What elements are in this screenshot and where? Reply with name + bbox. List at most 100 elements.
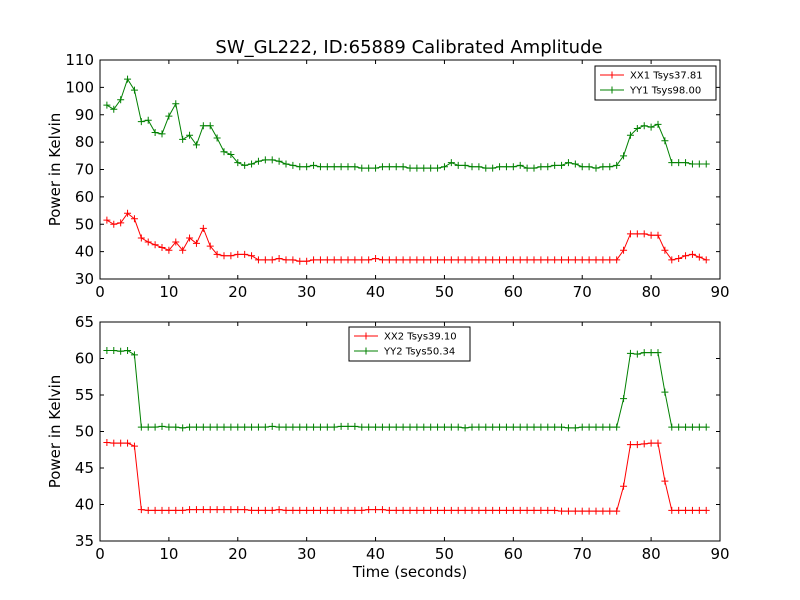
data-point bbox=[213, 506, 221, 514]
data-point bbox=[234, 423, 242, 431]
data-point bbox=[688, 506, 696, 514]
data-point bbox=[261, 156, 269, 164]
x-tick-label: 80 bbox=[642, 545, 661, 563]
data-point bbox=[330, 256, 338, 264]
data-point bbox=[668, 159, 676, 167]
data-point bbox=[137, 506, 145, 514]
y-tick-label: 65 bbox=[75, 313, 94, 331]
series-line bbox=[106, 349, 707, 429]
data-point bbox=[158, 130, 166, 138]
data-point bbox=[530, 256, 538, 264]
data-point bbox=[647, 349, 655, 357]
data-point bbox=[378, 163, 386, 171]
data-point bbox=[661, 246, 669, 254]
legend-marker bbox=[362, 347, 370, 355]
data-point bbox=[454, 506, 462, 514]
data-point bbox=[613, 423, 621, 431]
data-point bbox=[372, 254, 380, 262]
data-point bbox=[248, 252, 256, 260]
data-point bbox=[399, 256, 407, 264]
x-axis-label: Time (seconds) bbox=[352, 563, 468, 581]
data-point bbox=[310, 161, 318, 169]
data-point bbox=[337, 422, 345, 430]
data-point bbox=[447, 159, 455, 167]
y-tick-label: 60 bbox=[75, 188, 94, 206]
data-point bbox=[234, 250, 242, 258]
x-tick-label: 10 bbox=[159, 545, 178, 563]
data-point bbox=[702, 423, 710, 431]
data-point bbox=[261, 423, 269, 431]
data-point bbox=[385, 163, 393, 171]
data-point bbox=[130, 215, 138, 223]
data-point bbox=[227, 252, 235, 260]
data-point bbox=[192, 423, 200, 431]
data-point bbox=[447, 256, 455, 264]
data-point bbox=[275, 254, 283, 262]
data-point bbox=[179, 506, 187, 514]
data-point bbox=[282, 256, 290, 264]
data-point bbox=[427, 256, 435, 264]
data-point bbox=[241, 250, 249, 258]
data-point bbox=[668, 506, 676, 514]
data-point bbox=[254, 157, 262, 165]
data-point bbox=[399, 163, 407, 171]
data-point bbox=[468, 163, 476, 171]
data-point bbox=[365, 423, 373, 431]
data-point bbox=[130, 86, 138, 94]
data-point bbox=[261, 256, 269, 264]
y-axis-label: Power in Kelvin bbox=[46, 375, 64, 489]
y-tick-label: 35 bbox=[75, 532, 94, 550]
data-point bbox=[323, 423, 331, 431]
data-point bbox=[420, 506, 428, 514]
y-tick-label: 40 bbox=[75, 243, 94, 261]
legend-marker bbox=[608, 86, 616, 94]
x-tick-label: 40 bbox=[366, 283, 385, 301]
data-point bbox=[110, 439, 118, 447]
data-point bbox=[275, 506, 283, 514]
data-point bbox=[179, 135, 187, 143]
data-point bbox=[172, 100, 180, 108]
data-point bbox=[647, 123, 655, 131]
y-tick-label: 50 bbox=[75, 423, 94, 441]
data-point bbox=[344, 422, 352, 430]
data-point bbox=[268, 506, 276, 514]
data-point bbox=[688, 423, 696, 431]
data-point bbox=[434, 423, 442, 431]
data-point bbox=[688, 250, 696, 258]
data-point bbox=[502, 423, 510, 431]
data-point bbox=[124, 209, 132, 217]
data-point bbox=[199, 423, 207, 431]
data-point bbox=[551, 506, 559, 514]
x-tick-label: 50 bbox=[435, 545, 454, 563]
data-point bbox=[275, 157, 283, 165]
data-point bbox=[434, 506, 442, 514]
data-point bbox=[227, 150, 235, 158]
data-point bbox=[523, 506, 531, 514]
data-point bbox=[241, 506, 249, 514]
x-tick-label: 90 bbox=[710, 545, 729, 563]
data-point bbox=[571, 160, 579, 168]
x-tick-label: 10 bbox=[159, 283, 178, 301]
data-point bbox=[558, 256, 566, 264]
data-point bbox=[489, 423, 497, 431]
data-point bbox=[668, 423, 676, 431]
legend-marker bbox=[362, 332, 370, 340]
data-point bbox=[640, 230, 648, 238]
data-point bbox=[137, 118, 145, 126]
data-point bbox=[137, 234, 145, 242]
data-point bbox=[220, 423, 228, 431]
data-point bbox=[695, 506, 703, 514]
y-tick-label: 30 bbox=[75, 270, 94, 288]
data-point bbox=[454, 423, 462, 431]
data-point bbox=[626, 441, 634, 449]
data-point bbox=[117, 347, 125, 355]
data-point bbox=[682, 423, 690, 431]
data-point bbox=[110, 346, 118, 354]
data-point bbox=[592, 507, 600, 515]
data-point bbox=[702, 256, 710, 264]
data-point bbox=[461, 161, 469, 169]
data-point bbox=[406, 423, 414, 431]
data-point bbox=[303, 423, 311, 431]
data-point bbox=[413, 506, 421, 514]
